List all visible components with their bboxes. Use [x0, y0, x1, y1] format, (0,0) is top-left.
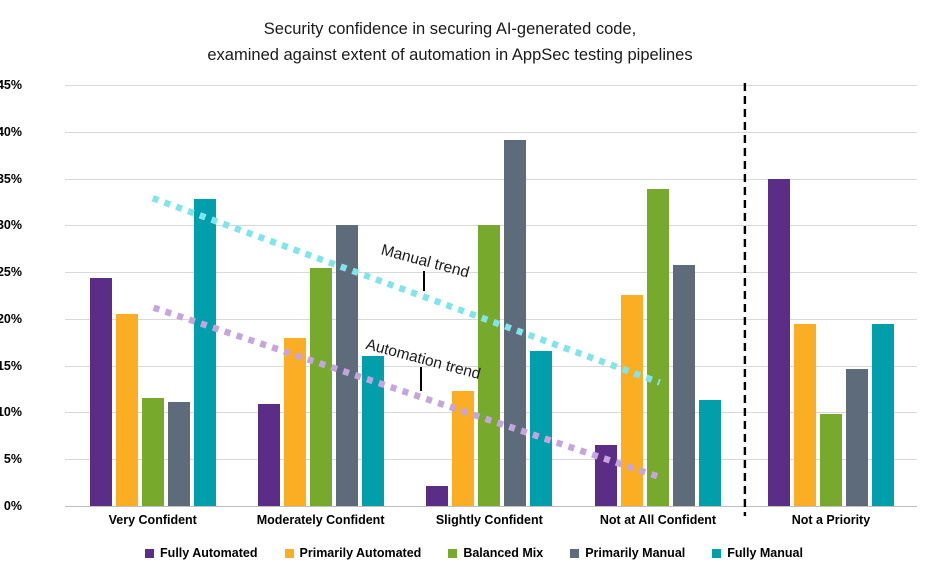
chart-title-line2: examined against extent of automation in… — [207, 46, 693, 64]
bar — [89, 277, 112, 506]
annotation-leader-line — [422, 271, 425, 291]
chart-title: Security confidence in securing AI-gener… — [0, 16, 900, 68]
bar — [115, 314, 138, 506]
trend-overlay — [151, 83, 747, 516]
legend-swatch-icon — [284, 548, 294, 558]
bar — [283, 337, 306, 506]
bar — [530, 350, 553, 506]
bar — [698, 400, 721, 506]
bar — [646, 188, 669, 506]
x-axis-label-2: Slightly Confident — [435, 513, 543, 527]
legend-item-1: Primarily Automated — [284, 546, 422, 560]
bar-group-2 — [426, 85, 553, 506]
y-tick-label-30: 30% — [0, 218, 22, 233]
legend: Fully Automated Primarily Automated Balanc… — [0, 546, 948, 560]
y-tick-label-15: 15% — [0, 358, 22, 373]
legend-swatch-icon — [448, 548, 458, 558]
bar — [309, 268, 332, 506]
annotation-leader-line — [420, 366, 423, 391]
legend-label: Primarily Automated — [299, 546, 422, 560]
x-axis-label-4: Not a Priority — [791, 513, 871, 527]
bar-group-4 — [767, 85, 894, 506]
bar-group-1 — [257, 85, 384, 506]
bar — [335, 225, 358, 506]
bar — [426, 486, 449, 506]
bar — [141, 398, 164, 506]
gridline-0 — [65, 506, 917, 507]
y-tick-label-45: 45% — [0, 78, 22, 92]
x-axis-label-0: Very Confident — [108, 513, 197, 527]
legend-swatch-icon — [570, 548, 580, 558]
y-tick-label-5: 5% — [3, 452, 22, 467]
x-axis-label-1: Moderately Confident — [256, 513, 385, 527]
y-tick-label-10: 10% — [0, 405, 22, 420]
bar — [672, 264, 695, 506]
bar — [845, 369, 868, 506]
legend-swatch-icon — [712, 548, 722, 558]
bar — [478, 225, 501, 506]
trend-line-manual — [151, 195, 661, 386]
bar — [167, 402, 190, 506]
legend-item-4: Fully Manual — [712, 546, 803, 560]
bar — [767, 178, 790, 506]
bar — [257, 404, 280, 506]
legend-item-3: Primarily Manual — [570, 546, 685, 560]
trend-line-automation — [152, 304, 664, 482]
bar — [193, 199, 216, 506]
legend-label: Balanced Mix — [463, 546, 544, 560]
y-tick-label-20: 20% — [0, 311, 22, 326]
gridline-35 — [65, 178, 917, 180]
y-tick-label-40: 40% — [0, 124, 22, 139]
bar-group-3 — [594, 85, 721, 506]
legend-swatch-icon — [145, 548, 155, 558]
y-tick-label-35: 35% — [0, 171, 22, 186]
y-tick-label-25: 25% — [0, 265, 22, 280]
x-axis-labels: Very Confident Moderately Confident Slight… — [65, 513, 917, 533]
gridline-45 — [65, 85, 917, 86]
legend-label: Primarily Manual — [585, 546, 686, 560]
gridline-40 — [65, 131, 917, 133]
legend-item-2: Balanced Mix — [448, 546, 543, 560]
bar — [871, 323, 894, 506]
bar — [793, 323, 816, 506]
legend-label: Fully Manual — [727, 546, 803, 560]
x-axis-label-3: Not at All Confident — [599, 513, 717, 527]
plot-area: 0% 5% 10% 15% 20% 25% 30% 35% 40% 45% Manual trend… — [0, 78, 917, 516]
bar — [819, 414, 842, 506]
bar — [361, 356, 384, 506]
bar-group-0 — [89, 85, 216, 506]
bar — [504, 140, 527, 506]
bar — [594, 445, 617, 506]
legend-item-0: Fully Automated — [145, 546, 258, 560]
y-tick-label-0: 0% — [3, 499, 22, 513]
bar — [452, 390, 475, 506]
bar — [620, 294, 643, 506]
legend-label: Fully Automated — [160, 546, 258, 560]
chart-title-line1: Security confidence in securing AI-gener… — [263, 20, 637, 38]
